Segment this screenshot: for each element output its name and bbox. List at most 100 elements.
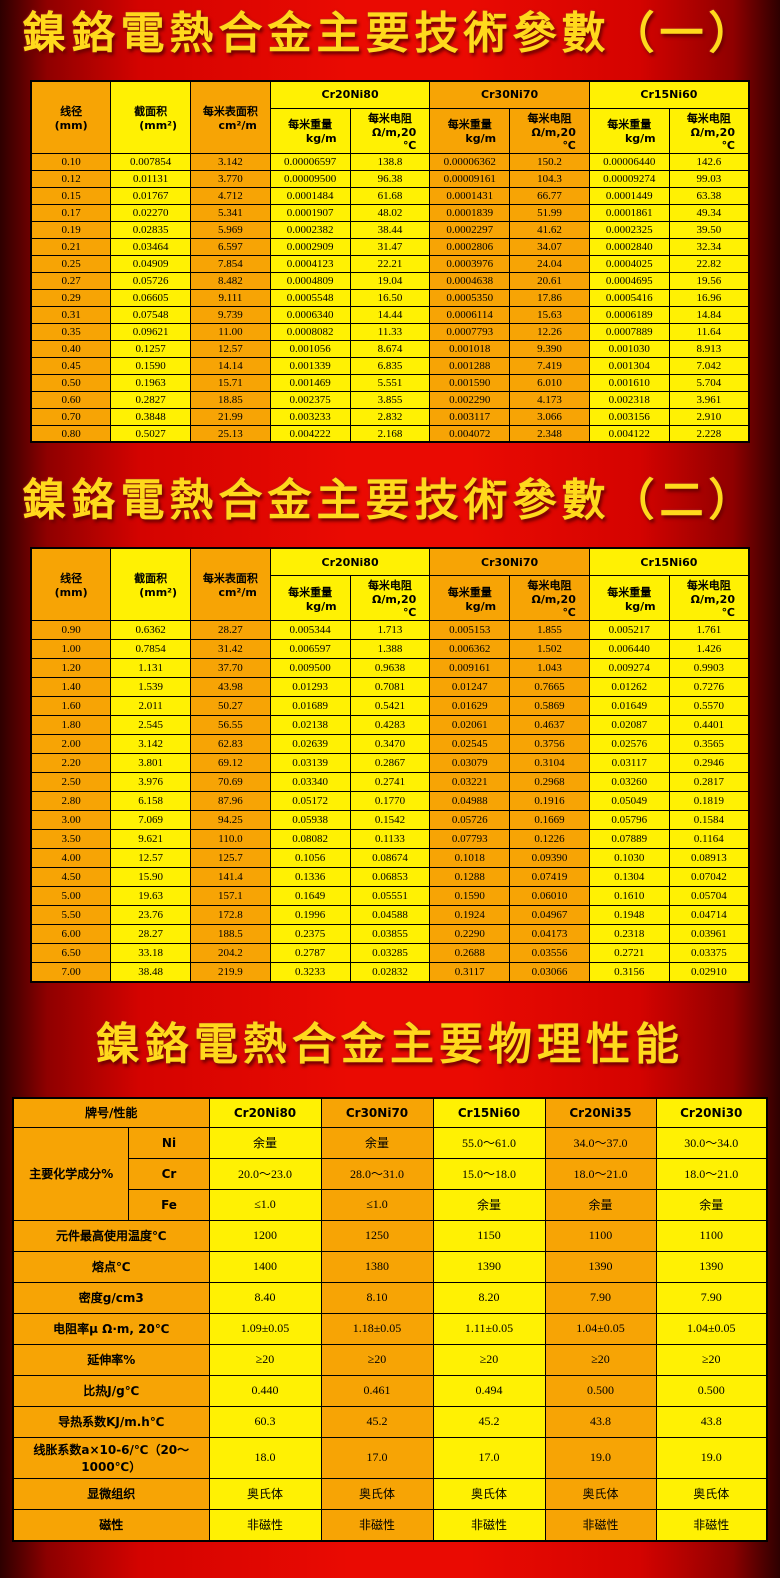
physical-value-cell: 34.0～37.0	[544, 1126, 657, 1159]
param-cell: 0.0006340	[269, 305, 351, 324]
sub-header-resistance-label: 每米电阻	[367, 111, 412, 125]
param-cell: 0.00006440	[588, 152, 670, 171]
param-cell: 5.551	[349, 373, 431, 392]
param-cell: 0.07793	[429, 829, 511, 850]
param-cell: 0.2290	[429, 924, 511, 945]
param-cell: 0.3117	[429, 962, 511, 983]
section-title-params-1: 鎳鉻電熱合金主要技術參數（一）	[22, 8, 758, 59]
physical-row: 显微组织 奥氏体 奥氏体 奥氏体 奥氏体 奥氏体	[12, 1477, 768, 1510]
table-1-header: 线径 (mm) 截面积 (mm²) 每米表面积 cm²/m Cr20Ni80 C…	[30, 80, 750, 154]
param-cell: 0.08913	[668, 848, 750, 869]
param-cell: 9.111	[190, 288, 271, 307]
param-cell: 0.0001907	[269, 203, 351, 222]
physical-value-cell: 0.500	[655, 1374, 768, 1407]
param-cell: 0.1336	[269, 867, 351, 888]
physical-value-cell: 1380	[320, 1250, 434, 1283]
param-cell: 0.001339	[269, 356, 351, 375]
param-row: 4.00 12.57 125.7 0.1056 0.08674 0.1018 0.09390…	[30, 848, 750, 869]
param-cell: 0.7854	[110, 639, 192, 660]
col-header-diameter: 线径 (mm)	[30, 547, 112, 622]
col-header-diameter-label: 线径	[60, 572, 83, 586]
col-header-surface-area: 每米表面积 cm²/m	[190, 80, 271, 154]
param-cell: 5.704	[668, 373, 750, 392]
param-cell: 3.961	[668, 390, 750, 409]
row-label: 熔点℃	[12, 1250, 210, 1283]
sub-header-weight-unit: kg/m	[624, 132, 656, 146]
param-row: 1.60 2.011 50.27 0.01689 0.5421 0.01629 0.5869…	[30, 696, 750, 717]
param-cell: 7.854	[190, 254, 271, 273]
param-cell: 38.48	[110, 962, 192, 983]
param-cell: 19.63	[110, 886, 192, 907]
param-cell: 0.009500	[269, 658, 351, 679]
physical-value-cell: 余量	[655, 1188, 768, 1221]
physical-value-cell: 1400	[208, 1250, 322, 1283]
param-row: 2.50 3.976 70.69 0.03340 0.2741 0.03221 0.2968…	[30, 772, 750, 793]
param-cell: 0.0001449	[588, 186, 670, 205]
param-cell: 6.835	[349, 356, 431, 375]
param-cell: 4.00	[30, 848, 112, 869]
param-cell: 0.03221	[429, 772, 511, 793]
param-cell: 0.45	[30, 356, 112, 375]
param-cell: 15.63	[509, 305, 590, 324]
param-cell: 94.25	[190, 810, 271, 831]
param-cell: 28.27	[110, 924, 192, 945]
sub-header-resistance-unit: Ω/m,20	[372, 125, 417, 139]
param-cell: 11.64	[668, 322, 750, 341]
sub-header-weight-unit: kg/m	[305, 599, 337, 613]
param-cell: 51.99	[509, 203, 590, 222]
param-cell: 0.3756	[509, 734, 590, 755]
param-row: 0.17 0.02270 5.341 0.0001907 48.02 0.0001839 5…	[30, 203, 750, 222]
sub-header-weight-label: 每米重量	[288, 585, 333, 599]
param-cell: 7.069	[110, 810, 192, 831]
param-cell: 62.83	[190, 734, 271, 755]
param-cell: 0.0001431	[429, 186, 511, 205]
param-cell: 141.4	[190, 867, 271, 888]
sub-header-weight-unit: kg/m	[305, 132, 337, 146]
physical-value-cell: 奥氏体	[432, 1477, 546, 1510]
sub-header-weight: 每米重量 kg/m	[429, 107, 511, 154]
param-cell: 0.5421	[349, 696, 431, 717]
param-cell: 0.05704	[668, 886, 750, 907]
param-row: 0.70 0.3848 21.99 0.003233 2.832 0.003117 3.06…	[30, 407, 750, 426]
param-cell: 0.006440	[588, 639, 670, 660]
param-cell: 0.00009500	[269, 169, 351, 188]
param-cell: 0.05796	[588, 810, 670, 831]
param-cell: 0.03285	[349, 943, 431, 964]
param-cell: 0.0001484	[269, 186, 351, 205]
param-cell: 110.0	[190, 829, 271, 850]
sub-header-resistance-unit: Ω/m,20	[531, 593, 576, 607]
param-cell: 0.03079	[429, 753, 511, 774]
param-cell: 0.003156	[588, 407, 670, 426]
row-label: 延伸率%	[12, 1343, 210, 1376]
param-cell: 66.77	[509, 186, 590, 205]
group-header-cr15ni60: Cr15Ni60	[588, 80, 750, 109]
sub-header-resistance-temp: ℃	[562, 606, 576, 620]
group-header-cr30ni70: Cr30Ni70	[429, 547, 590, 577]
param-cell: 1.131	[110, 658, 192, 679]
param-cell: 0.06605	[110, 288, 192, 307]
col-header-surface-unit: cm²/m	[218, 586, 257, 600]
param-row: 5.00 19.63 157.1 0.1649 0.05551 0.1590 0.06010…	[30, 886, 750, 907]
sub-header-weight: 每米重量 kg/m	[269, 107, 351, 154]
sub-header-weight-label: 每米重量	[607, 585, 652, 599]
param-cell: 0.08082	[269, 829, 351, 850]
param-cell: 0.00009274	[588, 169, 670, 188]
param-cell: 0.04967	[509, 905, 590, 926]
param-cell: 1.426	[668, 639, 750, 660]
sub-header-resistance: 每米电阻 Ω/m,20 ℃	[349, 107, 431, 154]
param-row: 4.50 15.90 141.4 0.1336 0.06853 0.1288 0.07419…	[30, 867, 750, 888]
sub-header-resistance: 每米电阻 Ω/m,20 ℃	[668, 107, 750, 154]
param-cell: 0.07042	[668, 867, 750, 888]
param-cell: 0.03556	[509, 943, 590, 964]
param-cell: 50.27	[190, 696, 271, 717]
param-cell: 16.96	[668, 288, 750, 307]
sub-header-resistance-unit: Ω/m,20	[372, 593, 417, 607]
param-cell: 0.004072	[429, 424, 511, 443]
param-cell: 0.19	[30, 220, 112, 239]
physical-value-cell: 60.3	[208, 1405, 322, 1438]
param-cell: 0.0006114	[429, 305, 511, 324]
physical-value-cell: ≤1.0	[320, 1188, 434, 1221]
param-cell: 7.419	[509, 356, 590, 375]
param-cell: 8.913	[668, 339, 750, 358]
row-label: 线胀系数a×10-6/℃（20～1000℃）	[12, 1436, 210, 1479]
